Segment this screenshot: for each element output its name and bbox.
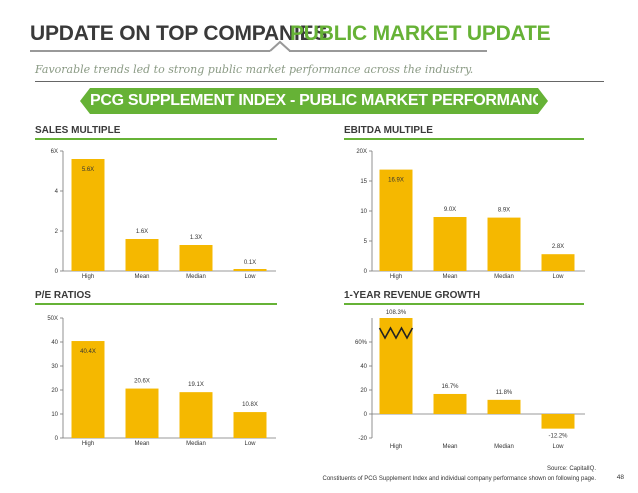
p-e-ratios-bar-low	[233, 412, 267, 438]
sales-multiple-y-tick-label: 4	[55, 189, 59, 195]
1-year-revenue-growth-value-label-high: 108.3%	[386, 310, 407, 316]
1-year-revenue-growth-y-tick-label: 40	[360, 364, 367, 370]
page-subtitle: Favorable trends led to strong public ma…	[35, 63, 474, 76]
sales-multiple-category-label-low: Low	[244, 274, 256, 280]
ebitda-multiple-bar-mean	[433, 217, 467, 271]
ebitda-multiple-y-tick-label: 20X	[356, 149, 367, 155]
1-year-revenue-growth-bar-median	[487, 399, 521, 414]
chart-title-pe-ratios: P/E RATIOS	[35, 290, 91, 301]
p-e-ratios-category-label-low: Low	[244, 441, 256, 447]
source-note: Source: CapitalIQ.	[546, 466, 596, 472]
1-year-revenue-growth-category-label-low: Low	[552, 444, 564, 450]
1-year-revenue-growth-axis-break-marker	[378, 326, 414, 340]
p-e-ratios-category-label-high: High	[82, 441, 94, 447]
1-year-revenue-growth-y-tick-label: 20	[360, 388, 367, 394]
p-e-ratios-bar-mean	[125, 388, 159, 438]
ebitda-multiple-category-label-high: High	[390, 274, 402, 280]
p-e-ratios-value-label-low: 10.8X	[242, 402, 258, 408]
sales-multiple-y-tick-label: 0	[55, 269, 59, 275]
p-e-ratios-bar-median	[179, 392, 213, 438]
ebitda-multiple-bar-low	[541, 254, 575, 271]
p-e-ratios-y-tick-label: 0	[55, 436, 59, 442]
p-e-ratios-value-label-high: 40.4X	[80, 349, 96, 355]
1-year-revenue-growth-bar-mean	[433, 393, 467, 414]
p-e-ratios-value-label-median: 19.1X	[188, 382, 204, 388]
chart-title-revenue-growth: 1-YEAR REVENUE GROWTH	[344, 290, 481, 301]
chart-title-sales-multiple: SALES MULTIPLE	[35, 125, 121, 136]
constituents-note: Constituents of PCG Supplement Index and…	[322, 476, 597, 482]
chart-rule-pe	[35, 303, 277, 305]
sales-multiple-category-label-median: Median	[186, 274, 206, 280]
sales-multiple-category-label-mean: Mean	[134, 274, 149, 280]
ebitda-multiple-y-tick-label: 5	[364, 239, 368, 245]
1-year-revenue-growth-y-tick-label: 0	[364, 412, 368, 418]
p-e-ratios-category-label-median: Median	[186, 441, 206, 447]
p-e-ratios-y-tick-label: 20	[51, 388, 58, 394]
banner-notch-right	[538, 88, 548, 114]
section-title: UPDATE ON TOP COMPANIES	[30, 22, 328, 45]
sales-multiple-bar-high	[71, 159, 105, 271]
sales-multiple-value-label-median: 1.3X	[190, 235, 202, 241]
subtitle-rule	[35, 81, 604, 82]
ebitda-multiple-value-label-high: 16.9X	[388, 178, 404, 184]
ebitda-multiple-bar-high	[379, 169, 413, 271]
index-banner: PCG SUPPLEMENT INDEX - PUBLIC MARKET PER…	[90, 88, 554, 114]
p-e-ratios-category-label-mean: Mean	[134, 441, 149, 447]
1-year-revenue-growth-y-tick-label: -20	[358, 436, 367, 442]
ebitda-multiple-category-label-mean: Mean	[442, 274, 457, 280]
ebitda-multiple-y-tick-label: 15	[360, 179, 367, 185]
sales-multiple-bar-mean	[125, 239, 159, 271]
sales-multiple-value-label-mean: 1.6X	[136, 229, 148, 235]
p-e-ratios-y-tick-label: 50X	[47, 316, 58, 322]
sales-multiple-bar-median	[179, 245, 213, 271]
header-chevron	[269, 40, 291, 52]
ebitda-multiple-y-tick-label: 10	[360, 209, 367, 215]
sales-multiple-y-tick-label: 2	[55, 229, 59, 235]
sales-multiple-y-tick-label: 6X	[51, 149, 58, 155]
1-year-revenue-growth-category-label-high: High	[390, 444, 402, 450]
ebitda-multiple-y-tick-label: 0	[364, 269, 368, 275]
ebitda-multiple-value-label-mean: 9.0X	[444, 207, 456, 213]
p-e-ratios-y-tick-label: 10	[51, 412, 58, 418]
sales-multiple-value-label-low: 0.1X	[244, 260, 256, 266]
1-year-revenue-growth-bar-high	[379, 318, 413, 414]
p-e-ratios-value-label-mean: 20.6X	[134, 379, 150, 385]
sales-multiple-value-label-high: 5.6X	[82, 167, 94, 173]
sales-multiple-bar-low	[233, 269, 267, 271]
p-e-ratios-y-tick-label: 40	[51, 340, 58, 346]
banner-title: PCG SUPPLEMENT INDEX - PUBLIC MARKET PER…	[90, 92, 554, 109]
sales-multiple-category-label-high: High	[82, 274, 94, 280]
header-rule-left	[30, 50, 270, 52]
1-year-revenue-growth-category-label-mean: Mean	[442, 444, 457, 450]
ebitda-multiple-bar-median	[487, 217, 521, 271]
page-title: PUBLIC MARKET UPDATE	[290, 22, 551, 45]
ebitda-multiple-value-label-low: 2.8X	[552, 244, 564, 250]
header-rule-right	[289, 50, 487, 52]
1-year-revenue-growth-y-tick-label: 60%	[355, 340, 368, 346]
chart-rule-revenue	[344, 303, 584, 305]
chart-title-ebitda-multiple: EBITDA MULTIPLE	[344, 125, 433, 136]
banner-notch-left	[80, 88, 90, 114]
page-number: 48	[616, 474, 624, 481]
ebitda-multiple-value-label-median: 8.9X	[498, 208, 510, 214]
ebitda-multiple-category-label-low: Low	[552, 274, 564, 280]
p-e-ratios-y-tick-label: 30	[51, 364, 58, 370]
chart-rule-sales	[35, 138, 277, 140]
ebitda-multiple-category-label-median: Median	[494, 274, 514, 280]
1-year-revenue-growth-category-label-median: Median	[494, 444, 514, 450]
p-e-ratios-bar-high	[71, 341, 105, 438]
chart-rule-ebitda	[344, 138, 584, 140]
1-year-revenue-growth-value-label-mean: 16.7%	[441, 384, 459, 390]
1-year-revenue-growth-bar-low	[541, 414, 575, 429]
1-year-revenue-growth-value-label-median: 11.8%	[496, 390, 513, 396]
1-year-revenue-growth-value-label-low: -12.2%	[548, 434, 568, 440]
